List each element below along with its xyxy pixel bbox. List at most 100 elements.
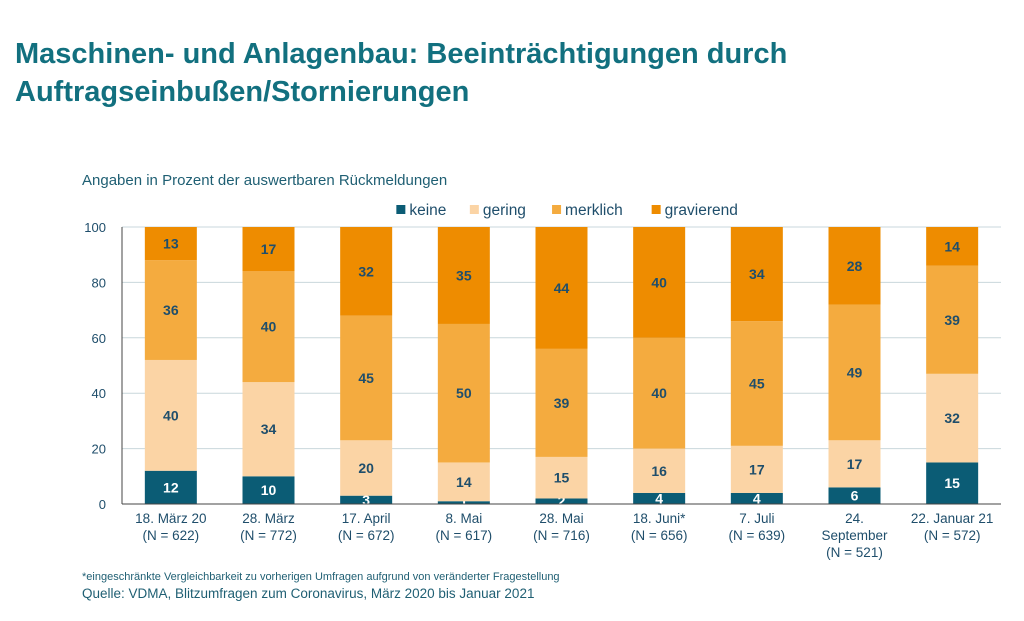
bar-segment-keine: [144, 470, 197, 504]
bar-segment-merklich: [242, 271, 295, 383]
legend-label-merklich: merklich: [565, 202, 623, 219]
data-label-merklich: 50: [456, 385, 472, 401]
x-tick-label: 24.: [845, 511, 864, 526]
bar-segment-gering: [535, 456, 588, 499]
data-label-gering: 34: [261, 421, 277, 437]
bar-segment-gravierend: [242, 227, 295, 272]
y-tick-label: 60: [92, 331, 106, 346]
bar-segment-gering: [242, 382, 295, 477]
x-tick-label: 7. Juli: [739, 511, 774, 526]
data-label-gravierend: 14: [944, 238, 960, 254]
data-label-merklich: 45: [749, 376, 765, 392]
data-label-merklich: 39: [554, 395, 570, 411]
y-tick-label: 80: [92, 275, 106, 290]
data-label-keine: 4: [655, 490, 663, 506]
bar-segment-gravierend: [535, 227, 588, 349]
bar-segment-merklich: [340, 315, 393, 441]
bar-segment-keine: [535, 498, 588, 504]
page-title: Maschinen- und Anlagenbau: Beeinträchtig…: [15, 35, 1005, 111]
data-label-gravierend: 32: [358, 263, 374, 279]
data-label-merklich: 39: [944, 312, 960, 328]
data-label-gering: 32: [944, 410, 960, 426]
data-label-gering: 16: [651, 463, 667, 479]
bar-segment-gering: [828, 440, 881, 488]
x-tick-label: 18. März 20: [135, 511, 206, 526]
data-label-gravierend: 13: [163, 236, 179, 252]
bar-segment-keine: [926, 462, 979, 504]
x-tick-label: 22. Januar 21: [911, 511, 994, 526]
bar-segment-keine: [633, 492, 686, 504]
bar-segment-keine: [437, 501, 490, 504]
x-tick-label: (N = 772): [240, 528, 297, 543]
data-label-keine: 15: [944, 475, 960, 491]
data-label-keine: 2: [558, 493, 566, 509]
bar-segment-gering: [633, 448, 686, 493]
x-tick-label: (N = 716): [533, 528, 590, 543]
data-label-gravierend: 28: [847, 258, 863, 274]
data-label-keine: 1: [460, 495, 468, 511]
x-tick-label: (N = 521): [826, 545, 883, 560]
bar-segment-gering: [730, 445, 783, 493]
y-tick-label: 100: [84, 220, 106, 235]
title-line-1: Maschinen- und Anlagenbau: Beeinträchtig…: [15, 38, 788, 70]
legend-swatch-gering: [469, 205, 479, 214]
data-label-merklich: 40: [261, 319, 277, 335]
bar-segment-gering: [437, 462, 490, 502]
bar-segment-merklich: [535, 348, 588, 457]
x-tick-label: (N = 639): [729, 528, 786, 543]
bar-segment-keine: [340, 495, 393, 504]
bar-segment-gering: [144, 359, 197, 471]
bar-segment-gering: [340, 440, 393, 496]
data-label-keine: 4: [753, 490, 761, 506]
x-tick-label: 17. April: [342, 511, 391, 526]
data-label-keine: 10: [261, 482, 277, 498]
x-tick-label: (N = 672): [338, 528, 395, 543]
x-tick-label: September: [821, 528, 888, 543]
bar-segment-merklich: [828, 304, 881, 441]
source-note: Quelle: VDMA, Blitzumfragen zum Coronavi…: [82, 586, 535, 601]
bar-segment-gravierend: [828, 227, 881, 305]
data-label-keine: 12: [163, 479, 179, 495]
data-label-gering: 40: [163, 407, 179, 423]
x-tick-label: 8. Mai: [445, 511, 482, 526]
data-label-keine: 3: [362, 492, 370, 508]
bar-segment-gravierend: [633, 227, 686, 338]
data-label-gravierend: 40: [651, 274, 667, 290]
x-tick-label: 28. Mai: [539, 511, 583, 526]
x-tick-label: 18. Juni*: [633, 511, 686, 526]
legend-swatch-gravierend: [651, 205, 661, 214]
x-tick-label: (N = 656): [631, 528, 688, 543]
x-tick-label: 28. März: [242, 511, 295, 526]
bar-segment-gravierend: [340, 227, 393, 316]
bar-segment-gravierend: [144, 227, 197, 261]
legend-swatch-keine: [396, 205, 406, 214]
y-tick-label: 20: [92, 442, 106, 457]
data-label-gravierend: 17: [261, 241, 277, 257]
data-label-merklich: 40: [651, 385, 667, 401]
bar-segment-keine: [242, 476, 295, 504]
data-label-keine: 6: [851, 488, 859, 504]
y-tick-label: 0: [99, 497, 106, 512]
bar-segment-gravierend: [730, 227, 783, 322]
x-tick-label: (N = 617): [436, 528, 493, 543]
chart-subtitle: Angaben in Prozent der auswertbaren Rück…: [82, 172, 448, 189]
data-label-merklich: 49: [847, 364, 863, 380]
bar-segment-keine: [828, 487, 881, 504]
data-label-gering: 17: [749, 461, 765, 477]
footnote: *eingeschränkte Vergleichbarkeit zu vorh…: [82, 571, 560, 583]
x-tick-label: (N = 622): [143, 528, 200, 543]
data-label-gravierend: 34: [749, 266, 765, 282]
bar-segment-merklich: [926, 265, 979, 374]
bar-segment-merklich: [633, 337, 686, 449]
data-label-merklich: 45: [358, 370, 374, 386]
bar-segment-merklich: [437, 323, 490, 463]
bar-segment-gering: [926, 373, 979, 463]
legend-label-gravierend: gravierend: [665, 202, 738, 219]
title-line-2: Auftragseinbußen/Stornierungen: [15, 76, 470, 108]
bar-segment-merklich: [144, 260, 197, 360]
data-label-merklich: 36: [163, 302, 179, 318]
data-label-gering: 20: [358, 460, 374, 476]
data-label-gering: 17: [847, 456, 863, 472]
y-tick-label: 40: [92, 386, 106, 401]
